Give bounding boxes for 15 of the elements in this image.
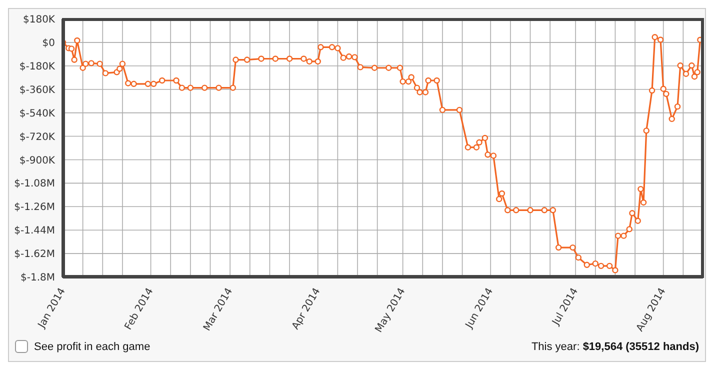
- text: See profit in each game: [34, 340, 150, 352]
- y-tick-label: $180K: [22, 14, 56, 26]
- y-tick-label: $-540K: [19, 108, 56, 120]
- y-tick-label: $-900K: [19, 155, 56, 166]
- y-tick-label: $-1.08M: [14, 178, 55, 190]
- y-tick-label: $-1.8M: [20, 272, 55, 284]
- text: This year:: [531, 341, 580, 353]
- y-tick-label: $-1.26M: [14, 202, 55, 214]
- y-tick-label: $-360K: [19, 84, 56, 96]
- text: $19,564 (35512 hands): [582, 341, 699, 353]
- y-tick-label: $-1.62M: [14, 249, 55, 260]
- y-tick-label: $-720K: [19, 132, 56, 143]
- y-tick-label: $-1.44M: [14, 226, 55, 237]
- y-tick-label: $-180K: [19, 61, 56, 72]
- y-tick-label: $0: [42, 38, 55, 50]
